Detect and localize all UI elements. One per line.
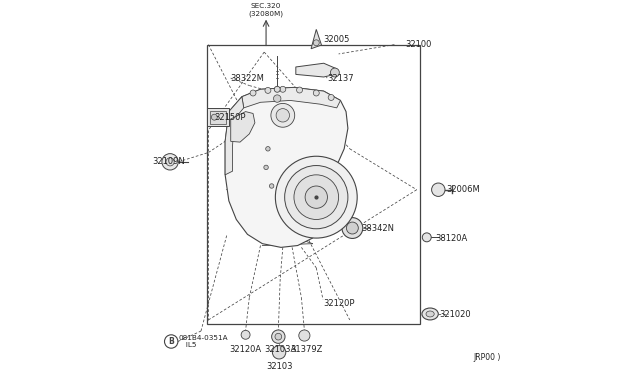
Circle shape bbox=[296, 87, 303, 93]
Circle shape bbox=[285, 166, 348, 229]
Circle shape bbox=[269, 184, 274, 188]
Circle shape bbox=[273, 346, 286, 359]
Text: 32103A: 32103A bbox=[264, 345, 296, 354]
Circle shape bbox=[342, 218, 363, 238]
Circle shape bbox=[241, 330, 250, 339]
Text: 32109N: 32109N bbox=[152, 157, 184, 166]
Text: 32100: 32100 bbox=[406, 40, 432, 49]
Circle shape bbox=[299, 330, 310, 341]
Text: B: B bbox=[168, 337, 174, 346]
Polygon shape bbox=[311, 29, 321, 49]
Circle shape bbox=[346, 222, 358, 234]
Circle shape bbox=[264, 165, 268, 170]
Text: SEC.320
(32080M): SEC.320 (32080M) bbox=[248, 3, 284, 17]
Bar bbox=[207, 45, 420, 324]
Text: 32120A: 32120A bbox=[230, 345, 262, 354]
Polygon shape bbox=[225, 87, 348, 247]
Circle shape bbox=[211, 114, 218, 120]
Circle shape bbox=[276, 109, 289, 122]
Text: 31379Z: 31379Z bbox=[290, 345, 323, 354]
Circle shape bbox=[422, 233, 431, 242]
Ellipse shape bbox=[422, 308, 438, 320]
Text: 38120A: 38120A bbox=[435, 234, 468, 243]
Polygon shape bbox=[231, 112, 255, 142]
Circle shape bbox=[265, 87, 271, 93]
Text: 081B4-0351A
   IL5: 081B4-0351A IL5 bbox=[179, 335, 228, 348]
Circle shape bbox=[266, 147, 270, 151]
Circle shape bbox=[305, 186, 328, 208]
Text: 32150P: 32150P bbox=[214, 113, 246, 122]
Polygon shape bbox=[242, 87, 340, 108]
Circle shape bbox=[275, 86, 280, 92]
Circle shape bbox=[328, 94, 334, 100]
Circle shape bbox=[431, 183, 445, 196]
Circle shape bbox=[314, 40, 319, 46]
Circle shape bbox=[275, 156, 357, 238]
Circle shape bbox=[162, 154, 179, 170]
Circle shape bbox=[330, 68, 339, 77]
Text: 321020: 321020 bbox=[439, 310, 470, 319]
Circle shape bbox=[280, 86, 286, 92]
Ellipse shape bbox=[426, 311, 434, 317]
Text: 38322M: 38322M bbox=[231, 74, 264, 83]
Text: 32005: 32005 bbox=[324, 35, 350, 44]
Text: 32006M: 32006M bbox=[447, 185, 480, 194]
Text: 32120P: 32120P bbox=[324, 299, 355, 308]
Circle shape bbox=[250, 90, 256, 96]
Circle shape bbox=[166, 158, 174, 166]
Text: 32103: 32103 bbox=[266, 362, 292, 371]
Circle shape bbox=[271, 330, 285, 343]
Circle shape bbox=[314, 90, 319, 96]
Bar bbox=[207, 108, 229, 126]
Text: 32137: 32137 bbox=[328, 74, 354, 83]
Polygon shape bbox=[225, 97, 244, 175]
Text: JRP00 ): JRP00 ) bbox=[473, 353, 500, 362]
Circle shape bbox=[275, 333, 282, 340]
Circle shape bbox=[273, 95, 281, 102]
Polygon shape bbox=[296, 63, 337, 77]
Circle shape bbox=[294, 175, 339, 219]
Circle shape bbox=[271, 103, 294, 127]
Text: 38342N: 38342N bbox=[361, 224, 394, 233]
Bar bbox=[210, 111, 227, 124]
